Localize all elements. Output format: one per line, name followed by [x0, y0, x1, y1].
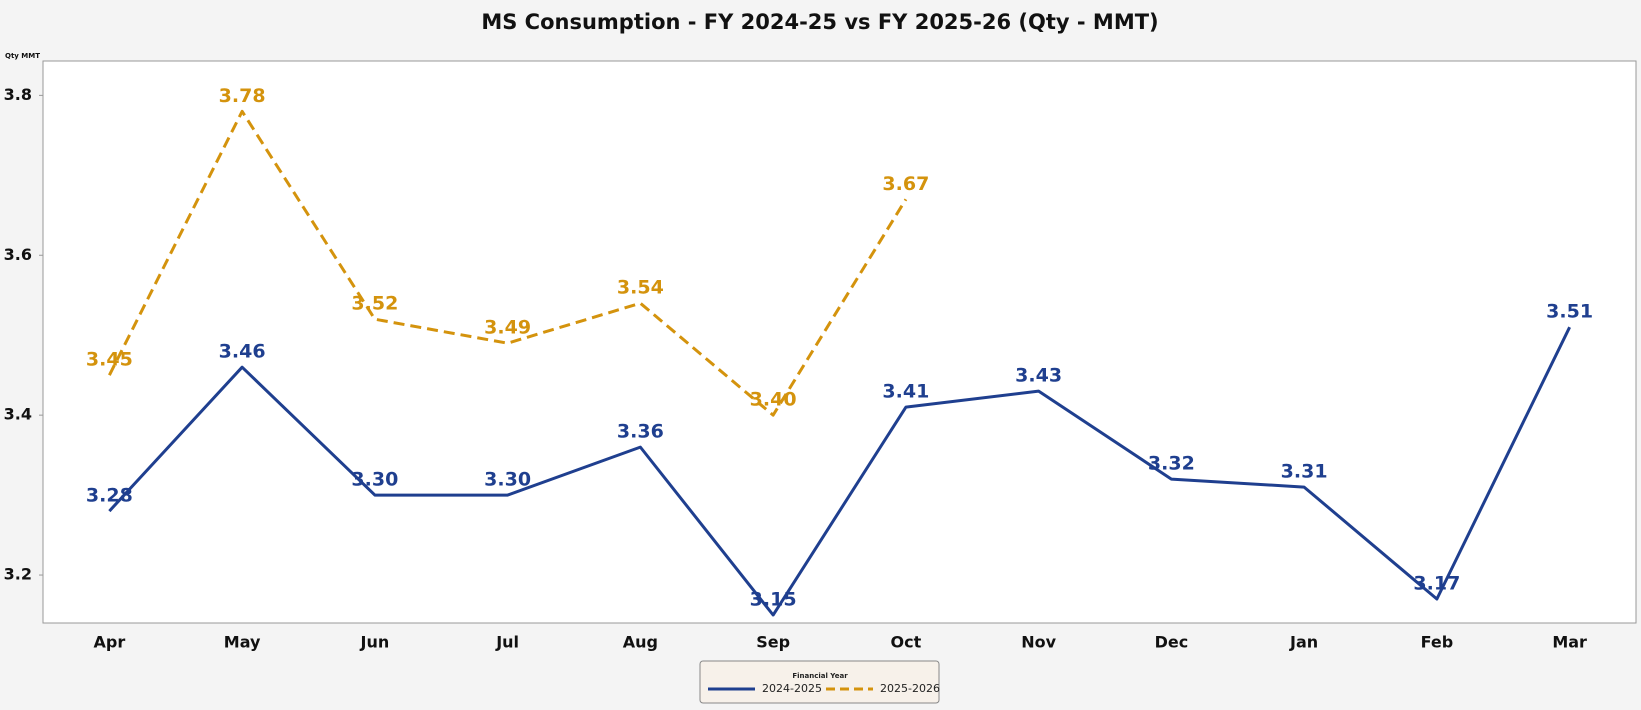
plot-area	[42, 60, 1637, 624]
data-label: 3.43	[1015, 365, 1062, 387]
y-tick-label: 3.4	[4, 405, 32, 424]
y-tick-label: 3.6	[4, 245, 32, 264]
x-tick-label: Mar	[1552, 633, 1587, 652]
x-tick-label: Jun	[360, 633, 390, 652]
data-label: 3.78	[219, 85, 266, 107]
x-tick-label: Jul	[495, 633, 519, 652]
x-tick-label: Feb	[1421, 633, 1454, 652]
data-label: 3.31	[1281, 461, 1328, 483]
chart-title: MS Consumption - FY 2024-25 vs FY 2025-2…	[481, 10, 1158, 34]
data-label: 3.30	[351, 469, 398, 491]
x-tick-label: Nov	[1021, 633, 1056, 652]
series-line	[108, 109, 908, 417]
data-label: 3.45	[86, 349, 133, 371]
legend-label: 2024-2025	[762, 682, 822, 695]
data-label: 3.49	[484, 317, 531, 339]
data-label: 3.41	[882, 381, 929, 403]
legend-box	[699, 660, 940, 704]
data-label: 3.67	[882, 173, 929, 195]
data-label: 3.46	[219, 341, 266, 363]
x-tick-label: Jan	[1289, 633, 1318, 652]
x-tick-label: Dec	[1155, 633, 1189, 652]
legend-label: 2025-2026	[880, 682, 940, 695]
x-tick-label: Oct	[891, 633, 922, 652]
x-tick-label: Sep	[756, 633, 790, 652]
data-label: 3.17	[1413, 573, 1460, 595]
legend-title: Financial Year	[792, 672, 848, 680]
x-tick-label: Apr	[94, 633, 126, 652]
y-tick-label: 3.8	[4, 85, 32, 104]
data-label: 3.36	[617, 421, 664, 443]
data-label: 3.30	[484, 469, 531, 491]
data-label: 3.51	[1546, 301, 1593, 323]
x-tick-label: May	[224, 633, 261, 652]
y-axis-label: Qty MMT	[5, 52, 40, 60]
x-tick-label: Aug	[623, 633, 658, 652]
y-tick-label: 3.2	[4, 565, 32, 584]
series-line	[108, 326, 1571, 617]
data-label: 3.54	[617, 277, 664, 299]
data-label: 3.28	[86, 485, 133, 507]
data-label: 3.52	[351, 293, 398, 315]
data-label: 3.15	[750, 589, 797, 611]
data-label: 3.32	[1148, 453, 1195, 475]
data-label: 3.40	[750, 389, 797, 411]
